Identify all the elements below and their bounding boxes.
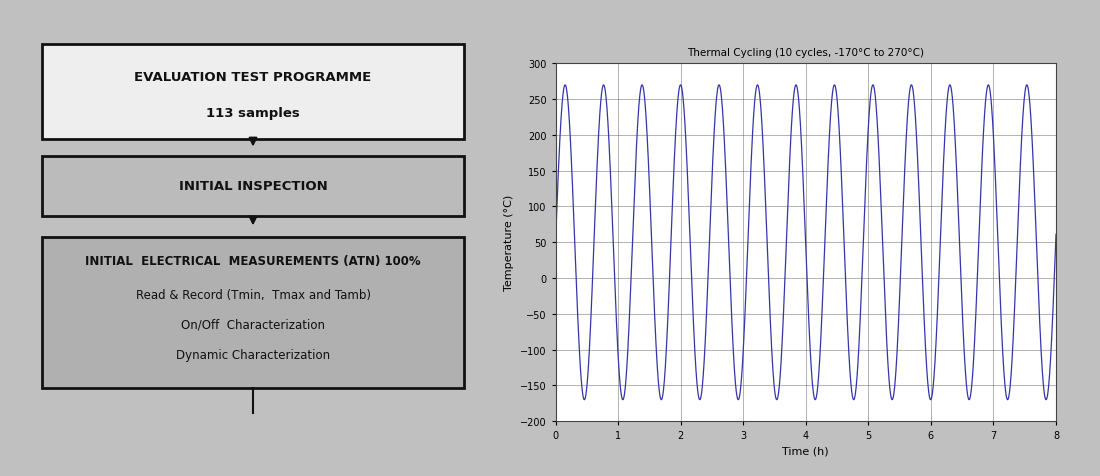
Y-axis label: Temperature (°C): Temperature (°C)	[504, 195, 515, 291]
X-axis label: Time (h): Time (h)	[782, 446, 829, 456]
Text: On/Off  Characterization: On/Off Characterization	[182, 318, 324, 331]
Text: Dynamic Characterization: Dynamic Characterization	[176, 348, 330, 361]
Text: INITIAL  ELECTRICAL  MEASUREMENTS (ATN) 100%: INITIAL ELECTRICAL MEASUREMENTS (ATN) 10…	[85, 255, 421, 268]
FancyBboxPatch shape	[42, 237, 464, 388]
FancyBboxPatch shape	[42, 156, 464, 217]
Title: Thermal Cycling (10 cycles, -170°C to 270°C): Thermal Cycling (10 cycles, -170°C to 27…	[688, 48, 924, 58]
Text: EVALUATION TEST PROGRAMME: EVALUATION TEST PROGRAMME	[134, 70, 372, 83]
Text: Read & Record (Tmin,  Tmax and Tamb): Read & Record (Tmin, Tmax and Tamb)	[135, 288, 371, 301]
Text: INITIAL INSPECTION: INITIAL INSPECTION	[178, 180, 328, 193]
Text: 113 samples: 113 samples	[206, 107, 300, 119]
FancyBboxPatch shape	[42, 45, 464, 140]
